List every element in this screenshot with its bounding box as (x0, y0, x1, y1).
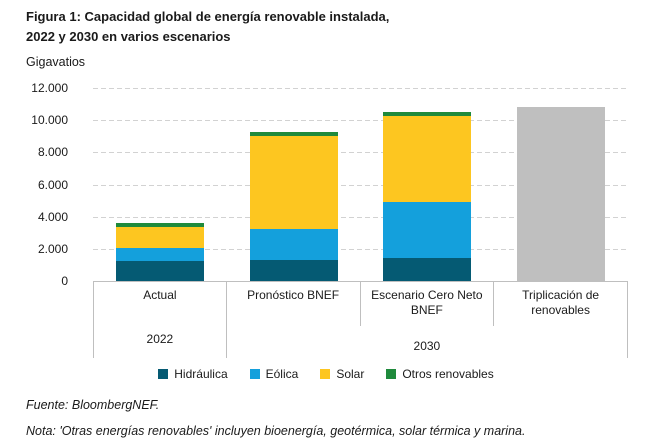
y-tick-label: 6.000 (37, 177, 68, 192)
y-tick-label: 4.000 (37, 209, 68, 224)
bar-segment (249, 228, 338, 261)
gridline (93, 216, 628, 218)
bar-segment (383, 202, 472, 259)
gridline (93, 184, 628, 186)
legend-swatch (249, 369, 260, 379)
category-label: Triplicación de renovables (494, 282, 628, 326)
stacked-bar (517, 88, 606, 281)
bar-segment (115, 260, 204, 281)
legend-item-label: Otros renovables (402, 367, 494, 381)
y-tick-label: 10.000 (31, 113, 68, 128)
legend-item: Otros renovables (386, 367, 494, 381)
stacked-bar (115, 88, 204, 281)
category-label: Pronóstico BNEF (227, 282, 361, 326)
year-group-label: 2030 (227, 326, 628, 358)
bar-segment (383, 116, 472, 203)
figure-title-line2: 2022 y 2030 en varios escenarios (26, 29, 231, 44)
legend-swatch (386, 369, 397, 379)
legend-item-label: Solar (336, 367, 365, 381)
bar-segment (115, 227, 204, 249)
bar-segment (249, 136, 338, 229)
footnote: Nota: 'Otras energías renovables' incluy… (26, 424, 526, 438)
legend-item-label: Eólica (265, 367, 299, 381)
legend-item: Eólica (249, 367, 299, 381)
gridline (93, 152, 628, 154)
category-label-row: Actual Pronóstico BNEF Escenario Cero Neto… (93, 282, 628, 326)
bar-segment (115, 248, 204, 261)
legend-item: Solar (320, 367, 364, 381)
figure-title-line1: Figura 1: Capacidad global de energía re… (26, 9, 390, 24)
y-tick-label: 0 (61, 274, 68, 288)
y-axis-unit-label: Gigavatios (26, 55, 86, 69)
bar-segment (517, 107, 606, 281)
bar-segment (383, 112, 472, 117)
y-tick-label: 12.000 (31, 81, 68, 95)
year-label-row: 2022 2030 (93, 326, 628, 358)
category-label: Actual (93, 282, 227, 326)
legend-item: Hidráulica (158, 367, 228, 381)
legend-item-label: Hidráulica (174, 367, 228, 381)
source-note: Fuente: BloombergNEF. (26, 398, 160, 412)
gridline (93, 120, 628, 122)
bar-segment (115, 223, 204, 228)
legend: Hidráulica Eólica Solar Otros renovables (0, 367, 652, 381)
y-tick-label: 8.000 (37, 145, 68, 160)
bar-segment (383, 258, 472, 281)
legend-swatch (320, 369, 331, 379)
gridline (93, 88, 628, 89)
category-label: Escenario Cero Neto BNEF (361, 282, 495, 326)
figure-title: Figura 1: Capacidad global de energía re… (26, 7, 389, 47)
gridline (93, 248, 628, 250)
category-axis: Actual Pronóstico BNEF Escenario Cero Neto… (93, 281, 628, 358)
legend-swatch (158, 369, 169, 379)
year-group-label: 2022 (93, 326, 227, 358)
stacked-bar (249, 88, 338, 281)
stacked-bar (383, 88, 472, 281)
bar-segment (249, 260, 338, 281)
plot-area (93, 88, 628, 281)
bar-segment (249, 132, 338, 137)
y-tick-label: 2.000 (37, 241, 68, 256)
